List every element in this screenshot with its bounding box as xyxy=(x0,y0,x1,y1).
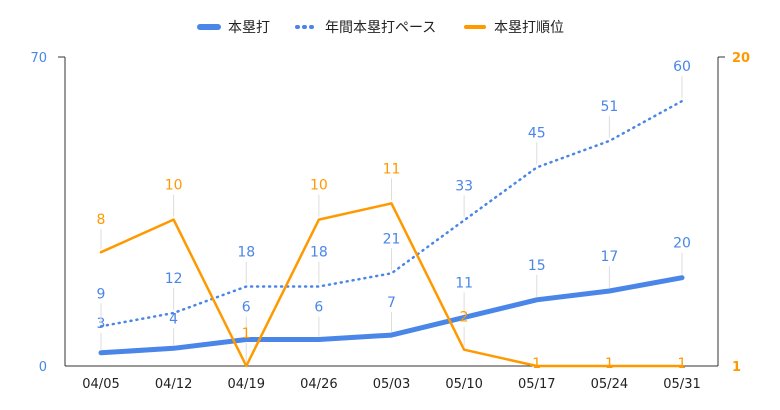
data-label: 1 xyxy=(678,356,687,372)
data-label: 12 xyxy=(165,271,183,287)
legend: 本塁打 年間本塁打ペース 本塁打順位 xyxy=(197,19,564,36)
x-tick-label: 04/12 xyxy=(155,377,192,392)
data-label: 1 xyxy=(242,326,251,342)
data-label: 11 xyxy=(455,275,473,291)
x-tick-label: 05/31 xyxy=(663,377,700,392)
series-line-1 xyxy=(99,99,684,328)
data-label: 18 xyxy=(310,245,328,261)
data-label: 1 xyxy=(532,356,541,372)
data-label: 6 xyxy=(314,300,323,316)
x-tick-label: 05/03 xyxy=(373,377,410,392)
series-layer xyxy=(98,99,685,368)
data-label: 20 xyxy=(673,236,691,252)
legend-label: 年間本塁打ペース xyxy=(325,19,436,36)
data-label: 51 xyxy=(600,99,618,115)
data-label: 10 xyxy=(310,178,328,194)
data-label: 2 xyxy=(460,310,469,326)
series-line-2 xyxy=(99,202,684,368)
data-label: 9 xyxy=(97,286,106,302)
data-label: 4 xyxy=(169,311,178,327)
data-label: 8 xyxy=(97,212,106,228)
x-tick-label: 05/24 xyxy=(591,377,628,392)
y-left-tick-label: 70 xyxy=(30,51,47,66)
data-label: 45 xyxy=(528,125,546,141)
data-label: 15 xyxy=(528,258,546,274)
x-tick-label: 05/10 xyxy=(445,377,482,392)
data-label: 1 xyxy=(605,356,614,372)
data-label: 7 xyxy=(387,295,396,311)
x-tick-label: 04/05 xyxy=(82,377,119,392)
data-label: 18 xyxy=(237,245,255,261)
data-label: 10 xyxy=(165,178,183,194)
data-label: 6 xyxy=(242,300,251,316)
x-tick-label: 04/19 xyxy=(228,377,265,392)
y-left-tick-label: 0 xyxy=(39,360,47,375)
data-label: 3 xyxy=(97,316,106,332)
data-label: 21 xyxy=(383,231,401,247)
axes: 0 70 1 20 04/05 04/12 04/19 04/26 05/03 05/10 05/1… xyxy=(30,51,750,392)
data-label: 33 xyxy=(455,178,473,194)
legend-label: 本塁打順位 xyxy=(494,19,564,36)
legend-label: 本塁打 xyxy=(228,19,270,36)
x-tick-label: 05/17 xyxy=(518,377,555,392)
data-label: 17 xyxy=(600,249,618,265)
series-line-0 xyxy=(98,275,685,356)
y-right-tick-label: 1 xyxy=(732,360,741,375)
x-tick-label: 04/26 xyxy=(300,377,337,392)
data-label: 60 xyxy=(673,59,691,75)
data-label: 11 xyxy=(383,161,401,177)
y-right-tick-label: 20 xyxy=(732,51,750,66)
